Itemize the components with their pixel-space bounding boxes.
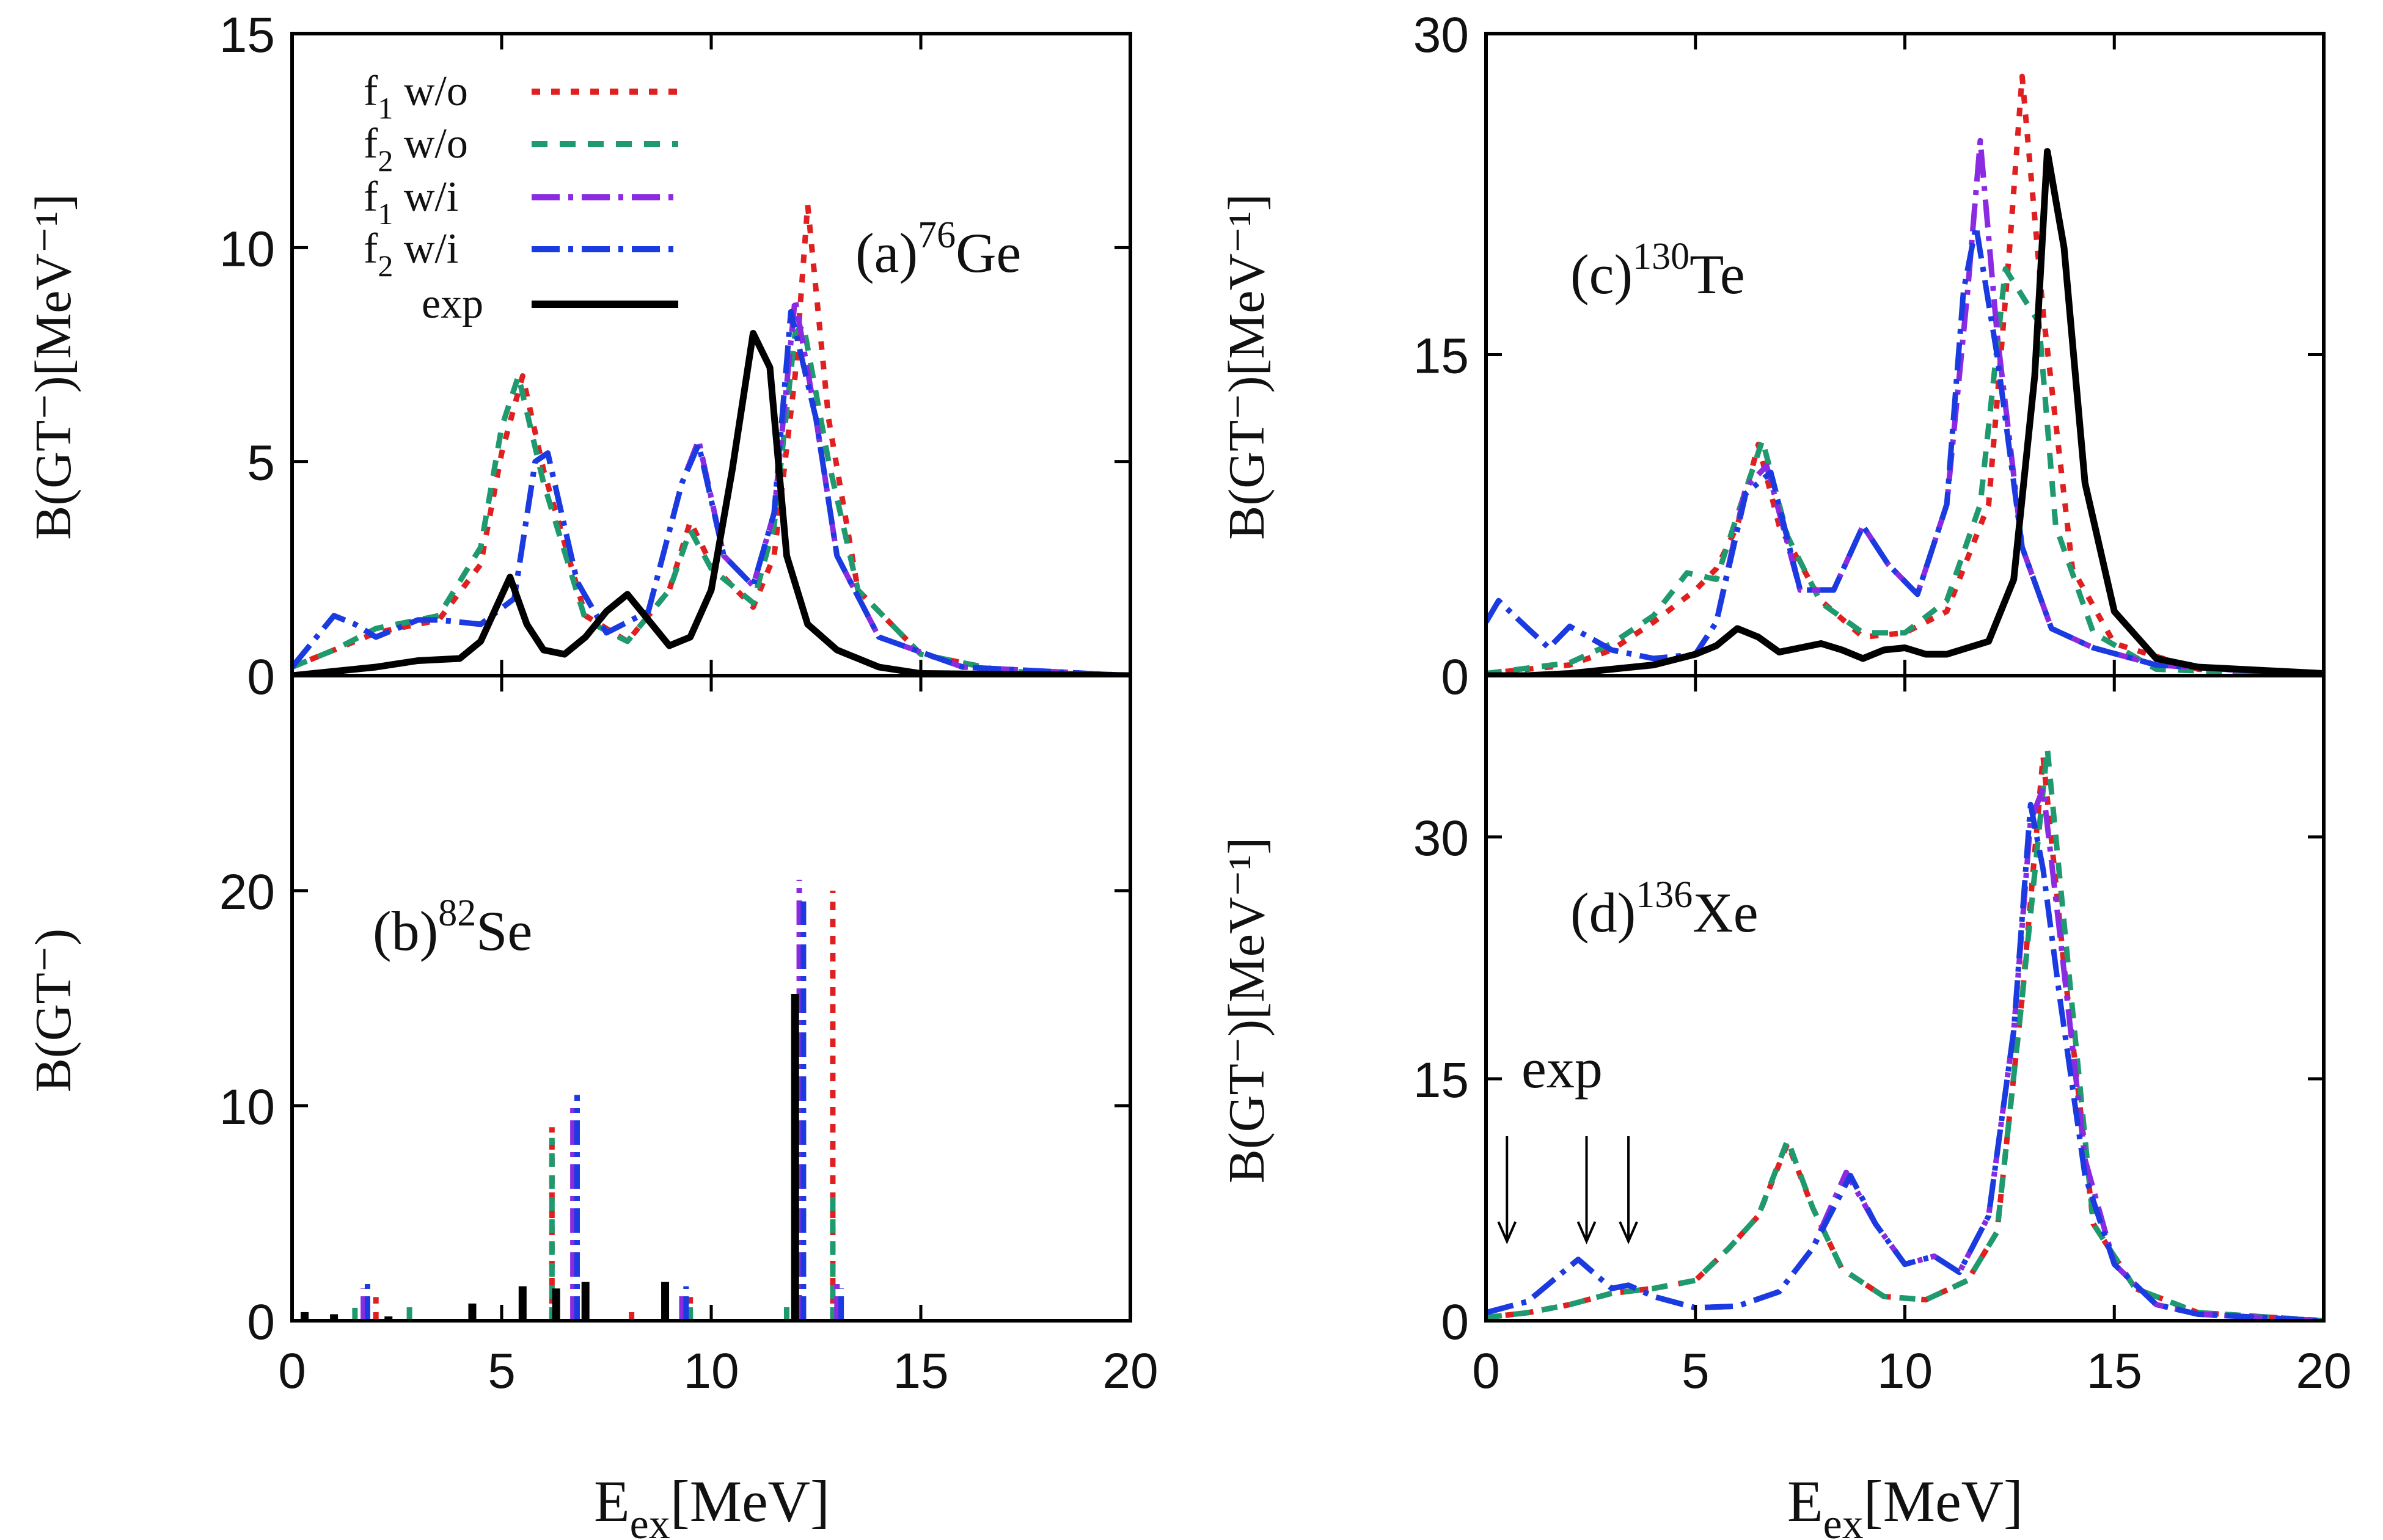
panel-label-d: (d)136Xe (1570, 874, 1759, 944)
y-tick-label: 0 (1441, 1294, 1469, 1350)
x-tick-label: 10 (683, 1343, 739, 1399)
series-f1_wi-d (1486, 786, 2324, 1321)
y-tick-label: 5 (247, 436, 275, 491)
panel-label-b: (b)82Se (373, 892, 532, 962)
y-axis-label-a: B(GT⁻)[MeV⁻¹] (25, 194, 82, 539)
series-f2_wi-d (1486, 801, 2324, 1321)
x-tick-label: 20 (1102, 1343, 1158, 1399)
y-axis-label-c: B(GT⁻)[MeV⁻¹] (1218, 194, 1275, 539)
y-axis-label-b: B(GT⁻) (25, 929, 82, 1092)
legend-label-f1_wo: f1 w/o (364, 68, 468, 125)
plot-area-d (1486, 745, 2324, 1321)
frame-d (1484, 674, 2326, 1323)
exp-arrowhead (1497, 1221, 1517, 1244)
panel-c: 0 15 30 B(GT⁻)[MeV⁻¹] (c)130Te (1218, 7, 2326, 705)
panel-label-a: (a)76Ge (855, 214, 1021, 284)
x-axis-label: Eex[MeV] (594, 1469, 830, 1540)
series-f1_wo-d (1486, 753, 2324, 1321)
legend-label-f1_wi: f1 w/i (364, 173, 458, 231)
x-tick-label: 5 (1682, 1343, 1710, 1399)
exp-arrowhead (1576, 1221, 1597, 1244)
x-axis-label: Eex[MeV] (1787, 1469, 2023, 1540)
plot-area-c (1486, 73, 2324, 676)
frame-b (290, 674, 1132, 1323)
y-tick-label: 10 (219, 1079, 275, 1135)
y-tick-label: 0 (247, 649, 275, 705)
series-exp-c (1486, 148, 2324, 676)
panel-a: 0 5 10 15 B(GT⁻)[MeV⁻¹] (a)76Ge (25, 7, 1132, 705)
y-tick-label: 15 (219, 7, 275, 63)
series-f1_wo-c (1486, 73, 2324, 676)
x-tick-label: 20 (2296, 1343, 2351, 1399)
exp-annotation: exp (1521, 1037, 1603, 1100)
x-tick-label: 10 (1877, 1343, 1933, 1399)
series-f2_wo-a (292, 322, 1130, 676)
x-tick-label: 15 (893, 1343, 948, 1399)
x-tick-label: 5 (488, 1343, 516, 1399)
series-exp-a (292, 330, 1130, 676)
x-tick-label: 0 (278, 1343, 306, 1399)
y-tick-label: 0 (1441, 649, 1469, 705)
panel-b: 0 5 10 15 20 0 10 20 B(GT⁻) (b)82Se (25, 674, 1159, 1399)
exp-arrowhead (1619, 1221, 1638, 1244)
y-tick-label: 30 (1413, 7, 1469, 63)
legend-label-f2_wo: f2 w/o (364, 120, 468, 178)
legend-label-exp: exp (422, 280, 483, 327)
series-f2_wo-c (1486, 266, 2324, 676)
series-f2_wi-a (292, 308, 1130, 676)
y-tick-label: 30 (1413, 811, 1469, 866)
series-f2_wi-c (1486, 223, 2324, 676)
x-tick-label: 15 (2087, 1343, 2142, 1399)
panel-d: 0 5 10 15 20 0 15 30 B(GT⁻)[MeV⁻¹] (d)136Xe exp (1218, 674, 2352, 1399)
panel-label-c: (c)130Te (1570, 236, 1745, 305)
y-tick-label: 15 (1413, 329, 1469, 384)
y-tick-label: 0 (247, 1294, 275, 1350)
y-tick-label: 10 (219, 221, 275, 277)
series-f1_wi-c (1486, 137, 2324, 676)
y-tick-label: 15 (1413, 1053, 1469, 1108)
x-tick-label: 0 (1472, 1343, 1500, 1399)
y-tick-label: 20 (219, 864, 275, 920)
y-axis-label-d: B(GT⁻)[MeV⁻¹] (1218, 838, 1275, 1183)
plot-area-a (292, 202, 1130, 676)
series-f2_wo-d (1486, 745, 2324, 1321)
legend-label-f2_wi: f2 w/i (364, 225, 458, 283)
